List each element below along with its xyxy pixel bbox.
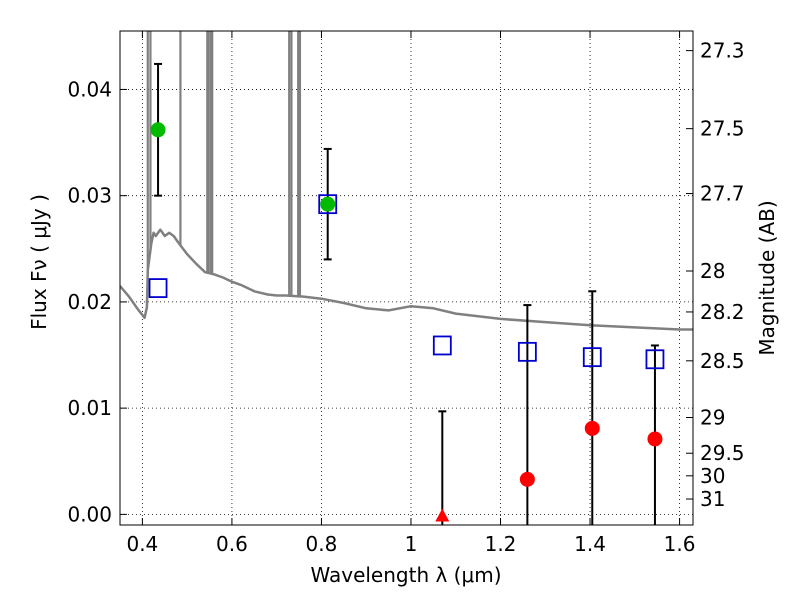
model-band-square — [582, 347, 602, 368]
x-tick-label: 1.4 — [574, 532, 606, 556]
plot-frame — [119, 30, 694, 526]
model-spectrum-line — [120, 228, 693, 331]
x-tick-label: 0.8 — [306, 532, 338, 556]
model-band-square — [645, 349, 665, 370]
x-tick-label: 1 — [405, 532, 418, 556]
model-band-square — [148, 278, 168, 298]
magnitude-tick-label: 29.5 — [700, 441, 745, 465]
y-tick-label: 0.01 — [67, 396, 112, 420]
magnitude-tick-label: 28.2 — [700, 300, 745, 324]
model-band-square — [318, 194, 338, 215]
x-tick-label: 1.2 — [485, 532, 517, 556]
magnitude-tick-label: 27.5 — [700, 117, 745, 141]
x-tick-label: 0.4 — [126, 532, 158, 556]
magnitude-tick-label: 29 — [700, 405, 725, 429]
y-axis-label: Flux Fν ( μJy ) — [27, 194, 51, 330]
magnitude-tick-label: 27.7 — [700, 182, 745, 206]
y-tick-label: 0.04 — [67, 77, 112, 101]
photometry-point — [150, 122, 166, 138]
model-band-square — [517, 341, 537, 362]
y-tick-label: 0.03 — [67, 184, 112, 208]
y-tick-label: 0.02 — [67, 290, 112, 314]
magnitude-tick-label: 27.3 — [700, 39, 745, 63]
magnitude-tick-label: 31 — [700, 487, 725, 511]
x-tick-label: 1.6 — [664, 532, 696, 556]
magnitude-tick-label: 28 — [700, 259, 725, 283]
data-markers — [148, 62, 665, 525]
axes: 0.4 0.6 0.8 1 1.2 1.4 1.6 0.00 0.01 0.02 0.03 0.04 2… — [67, 31, 745, 556]
photometry-point — [320, 196, 336, 212]
photometry-point — [647, 431, 663, 447]
photometry-point — [584, 420, 600, 436]
magnitude-tick-label: 30 — [700, 464, 725, 488]
upper-limit-triangle — [435, 508, 450, 522]
plot-background — [120, 31, 693, 525]
photometry-point — [519, 471, 535, 487]
right-axis-label: Magnitude (AB) — [755, 200, 779, 355]
x-axis-label: Wavelength λ (μm) — [310, 563, 501, 587]
magnitude-tick-label: 28.5 — [700, 349, 745, 373]
y-tick-label: 0.00 — [67, 502, 112, 526]
x-tick-label: 0.6 — [216, 532, 248, 556]
plot-area — [120, 31, 693, 331]
model-band-square — [432, 335, 452, 356]
